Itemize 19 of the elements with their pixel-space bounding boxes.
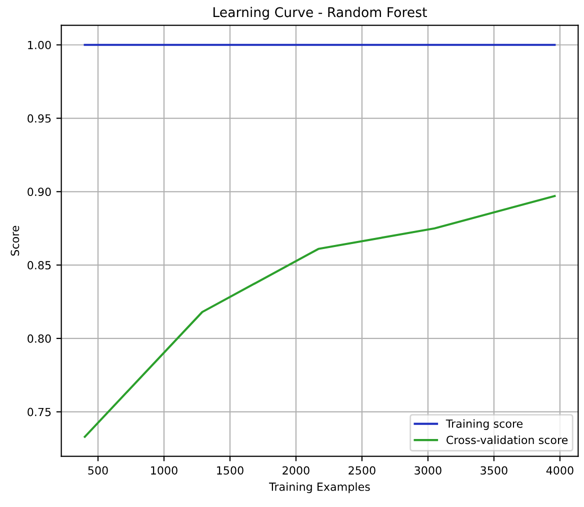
y-tick-label: 0.90 xyxy=(28,188,51,196)
y-tick-label: 0.80 xyxy=(28,334,51,343)
y-tick-label: 0.75 xyxy=(28,408,51,416)
x-tick-label: 4000 xyxy=(546,466,574,475)
y-tick-label: 1.00 xyxy=(28,40,51,50)
y-tick-label: 0.95 xyxy=(28,114,51,123)
x-tick-label: 2500 xyxy=(348,466,376,475)
x-tick-label: 2000 xyxy=(282,466,310,475)
x-tick-label: 500 xyxy=(88,466,108,475)
legend-label: Training score xyxy=(446,419,523,430)
y-axis-title: Score xyxy=(10,226,20,256)
x-axis-title: Training Examples xyxy=(269,482,370,494)
x-tick-label: 3000 xyxy=(414,466,442,475)
x-tick-label: 3500 xyxy=(480,466,508,475)
x-tick-label: 1000 xyxy=(151,466,178,475)
legend-label: Cross-validation score xyxy=(446,436,568,444)
y-tick-label: 0.85 xyxy=(28,261,51,270)
x-tick-label: 1500 xyxy=(217,466,244,475)
chart-title: Learning Curve - Random Forest xyxy=(214,6,427,20)
